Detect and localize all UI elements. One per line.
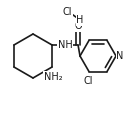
Text: Cl: Cl — [62, 7, 72, 17]
Text: O: O — [74, 21, 82, 31]
Text: Cl: Cl — [83, 76, 93, 86]
Text: NH₂: NH₂ — [44, 72, 62, 82]
Text: N: N — [116, 51, 124, 61]
Text: H: H — [76, 15, 84, 25]
Text: NH: NH — [58, 40, 72, 50]
